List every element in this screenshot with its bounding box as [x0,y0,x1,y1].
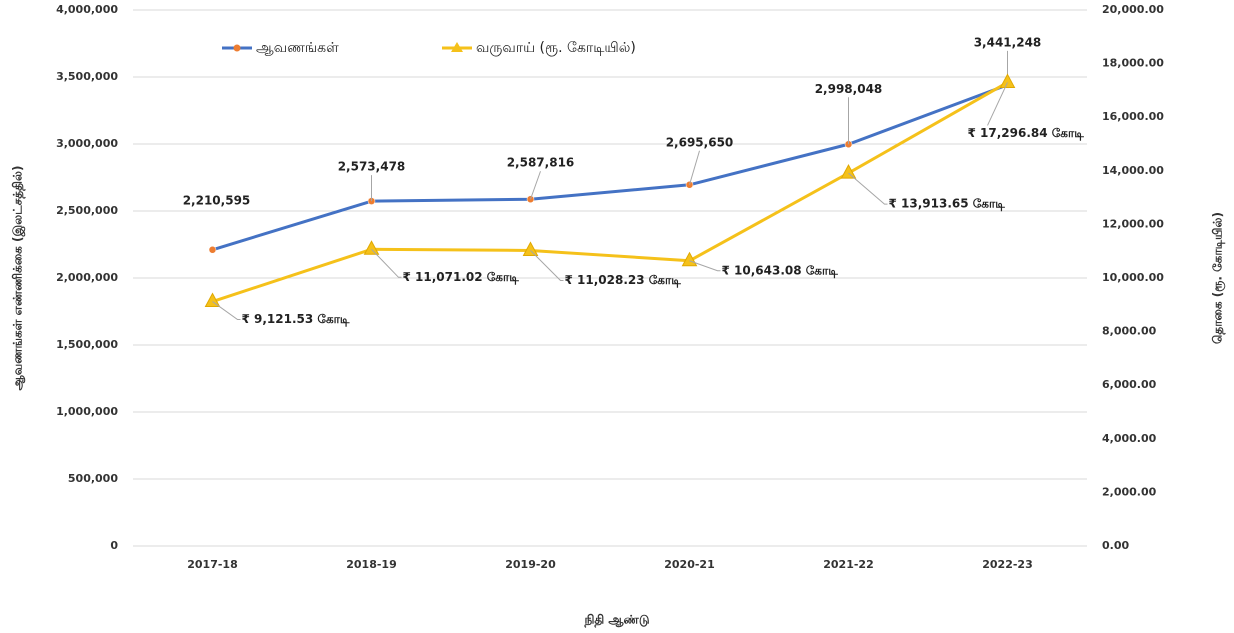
legend-marker [451,42,463,52]
y2-tick-label: 16,000.00 [1102,110,1164,123]
y-tick-label: 1,000,000 [56,405,118,418]
y-tick-label: 2,000,000 [56,271,118,284]
marker [208,246,217,254]
data-label: ₹ 13,913.65 கோடி [889,197,1006,212]
y-tick-label: 3,000,000 [56,137,118,150]
data-label: ₹ 11,028.23 கோடி [565,273,682,288]
data-label: ₹ 17,296.84 கோடி [968,126,1085,141]
legend-label: ஆவணங்கள் [256,40,339,56]
data-label: 2,998,048 [815,82,883,96]
y-tick-label: 4,000,000 [56,3,118,16]
data-label: 2,573,478 [338,160,406,174]
leader-line [530,171,541,200]
marker [840,164,857,179]
y-tick-label: 0 [110,539,118,552]
y-tick-label: 3,500,000 [56,70,118,83]
y2-tick-label: 6,000.00 [1102,378,1157,391]
y2-axis-title: தொகை (ரூ. கோடியில்) [1211,212,1226,344]
leader-line [212,301,241,321]
data-label: 2,210,595 [183,193,251,207]
x-tick-label: 2021-22 [823,558,874,571]
leader-line [848,172,888,205]
marker [204,292,221,308]
y-tick-label: 500,000 [68,472,118,485]
y2-tick-label: 2,000.00 [1102,485,1157,498]
data-label: ₹ 10,643.08 கோடி [722,263,839,278]
y2-tick-label: 18,000.00 [1102,57,1164,70]
y-tick-label: 2,500,000 [56,204,118,217]
x-tick-label: 2018-19 [346,558,397,571]
y-axis-title: ஆவணங்கள் எண்ணிக்கை (இலட்சத்தில்) [11,166,26,391]
y2-tick-label: 10,000.00 [1102,271,1164,284]
leader-line [689,150,700,185]
marker [363,240,380,255]
y2-tick-label: 12,000.00 [1102,217,1164,230]
legend-label: வருவாய் (ரூ. கோடியில்) [476,40,636,56]
legend-marker [233,44,241,52]
y2-tick-label: 4,000.00 [1102,432,1157,445]
x-tick-label: 2017-18 [187,558,238,571]
x-tick-label: 2019-20 [505,558,556,571]
series-line [212,83,1009,252]
y2-tick-label: 20,000.00 [1102,3,1164,16]
marker [999,73,1016,88]
leader-line [371,248,402,278]
leader-line [987,82,1008,126]
data-label: ₹ 9,121.53 கோடி [242,312,350,327]
marker [522,241,539,256]
data-label: 3,441,248 [974,35,1042,49]
y-tick-label: 1,500,000 [56,338,118,351]
x-axis-title: நிதி ஆண்டு [583,613,649,628]
x-tick-label: 2022-23 [982,558,1033,571]
data-label: ₹ 11,071.02 கோடி [403,270,520,285]
x-tick-label: 2020-21 [664,558,715,571]
data-label: 2,587,816 [507,156,575,170]
series-line [212,81,1009,303]
data-label: 2,695,650 [666,135,734,149]
y2-tick-label: 0.00 [1102,539,1129,552]
y2-tick-label: 8,000.00 [1102,325,1157,338]
leader-line [530,250,564,281]
y2-tick-label: 14,000.00 [1102,164,1164,177]
leader-line [689,260,721,272]
